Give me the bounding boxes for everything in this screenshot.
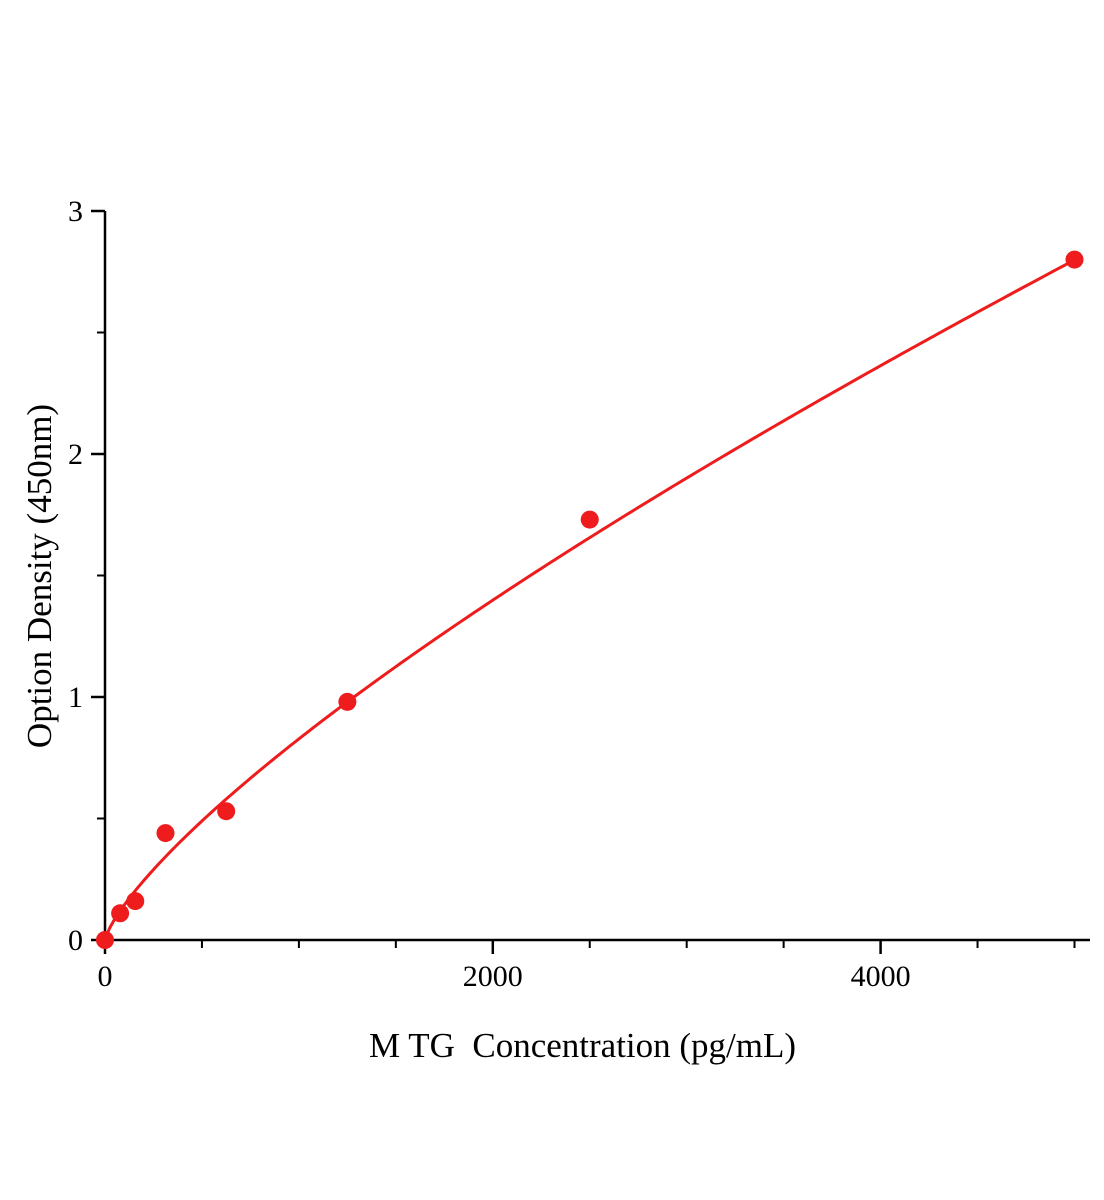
tick-labels: 0 2000 4000 0 1 2 3: [68, 195, 911, 993]
fit-curve: [103, 258, 1076, 942]
svg-text:2: 2: [68, 438, 83, 471]
svg-text:0: 0: [68, 924, 83, 957]
x-axis-title: M TG Concentration (pg/mL): [368, 1026, 797, 1065]
data-point: [580, 510, 599, 529]
data-series: [96, 250, 1084, 949]
svg-text:1: 1: [68, 681, 83, 714]
svg-text:3: 3: [68, 195, 83, 228]
data-point: [1065, 250, 1084, 269]
data-point: [156, 824, 175, 843]
tick-marks: [91, 209, 1076, 954]
data-point: [217, 802, 236, 821]
y-axis-title: Option Density (450nm): [20, 403, 59, 749]
svg-text:0: 0: [98, 960, 113, 993]
axes: [103, 211, 1090, 942]
data-point: [338, 692, 357, 711]
data-point: [96, 931, 114, 949]
svg-text:2000: 2000: [463, 960, 523, 993]
data-point: [111, 904, 130, 923]
svg-text:4000: 4000: [851, 960, 911, 993]
data-point: [126, 892, 145, 911]
